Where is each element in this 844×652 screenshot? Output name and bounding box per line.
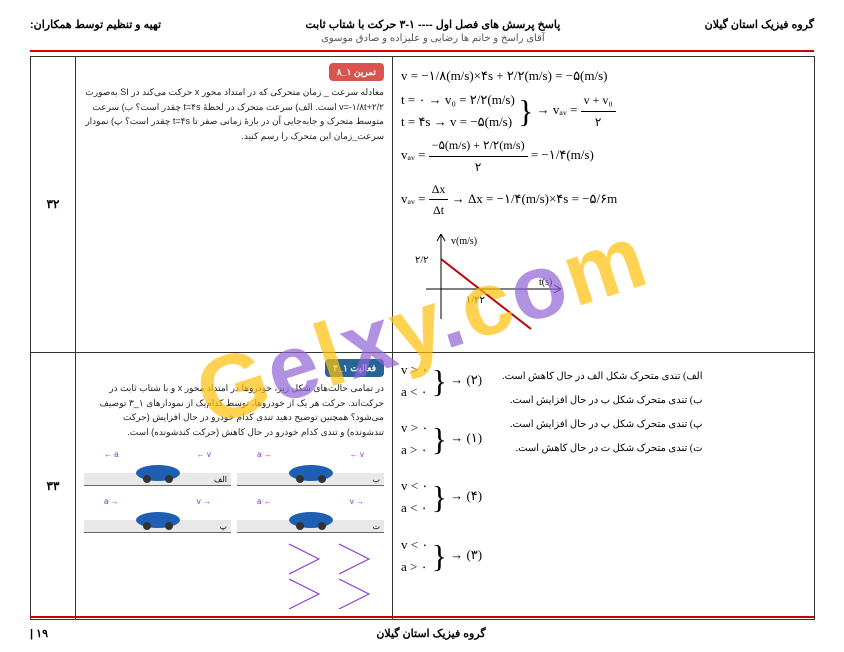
arrow-icon: v ← [350, 449, 364, 462]
header-rule [30, 50, 814, 52]
fraction: Δx Δt [429, 179, 449, 221]
brace-icon: } [432, 489, 447, 505]
velocity-time-graph: v(m/s) t(s) ۲/۲ ۱/۲۲ [411, 229, 581, 339]
equation-line: vₐᵥ = Δx Δt → Δx = −۱/۴(m/s)×۴s = −۵/۶m [401, 179, 806, 221]
car-scene: ← a → v ت [237, 492, 384, 533]
car-icon [133, 461, 183, 483]
question-number: ۳۳ [31, 352, 76, 619]
question-number: ۳۲ [31, 57, 76, 353]
scene-label: ت [372, 521, 380, 534]
page-footer: گروه فیزیک استان گیلان ۱۹ | [30, 627, 814, 640]
arrow-icon: → v [350, 496, 364, 509]
explanation-line: پ) تندی متحرک شکل پ در حال افزایش است. [502, 413, 702, 437]
question-cell: فعالیت ۱_۴ در تمامی حالت‌های شکل زیر، خو… [76, 352, 393, 619]
car-icon [286, 508, 336, 530]
car-scene: → a → v پ [84, 492, 231, 533]
page-header: گروه فیزیک استان گیلان پاسخ پرسش های فصل… [30, 18, 814, 44]
equation-part: → vₐᵥ = [537, 102, 578, 117]
condition-group: v > ۰a > ۰ } → (۱) [401, 417, 482, 461]
brace-icon: } [432, 548, 447, 564]
condition-group: v < ۰a < ۰ } → (۴) [401, 475, 482, 519]
question-text: معادله سرعت _ زمان متحرکی که در امتداد م… [84, 85, 384, 143]
explanation-line: الف) تندی متحرک شکل الف در حال کاهش است. [502, 365, 702, 389]
table-row: ۳۲ تمرین ۱_۸ معادله سرعت _ زمان متحرکی ک… [31, 57, 815, 353]
arrow-icon: ← a [257, 496, 272, 509]
equation-line: vₐᵥ = −۵(m/s) + ۲/۲(m/s) ۲ = −۱/۴(m/s) [401, 135, 806, 177]
number-diagrams [284, 539, 384, 609]
condition-group: v < ۰a > ۰ } → (۳) [401, 534, 482, 578]
car-icon [133, 508, 183, 530]
equation-line: t = ۰ → v₀ = ۲/۲(m/s) t = ۴s → v = −۵(m/… [401, 89, 806, 133]
answer-cell: v > ۰a < ۰ } → (۲) v > ۰a > ۰ } → (۱) v … [393, 352, 815, 619]
graph-xtick: ۱/۲۲ [466, 295, 485, 306]
table-row: ۳۳ فعالیت ۱_۴ در تمامی حالت‌های شکل زیر،… [31, 352, 815, 619]
explanation-line: ت) تندی متحرک شکل ت در حال کاهش است. [502, 437, 702, 461]
arrow-icon: → a [104, 496, 119, 509]
footer-center: گروه فیزیک استان گیلان [376, 627, 485, 640]
header-title: پاسخ پرسش های فصل اول ---- ۱-۳ حرکت با ش… [161, 18, 705, 31]
brace-icon: } [518, 103, 533, 119]
fraction: −۵(m/s) + ۲/۲(m/s) ۲ [429, 135, 528, 177]
brace-icon: } [432, 431, 447, 447]
arrow-icon: a ← [104, 449, 119, 462]
explanation-column: الف) تندی متحرک شکل الف در حال کاهش است.… [502, 359, 702, 592]
fraction: v + v₀ ۲ [581, 90, 616, 132]
explanation-line: ب) تندی متحرک شکل ب در حال افزایش است. [502, 389, 702, 413]
answer-cell: v = −۱/۸(m/s)×۴s + ۲/۲(m/s) = −۵(m/s) t … [393, 57, 815, 353]
header-left: تهیه و تنظیم توسط همکاران: [30, 18, 161, 31]
scene-label: الف [214, 474, 227, 487]
footer-rule [30, 616, 814, 618]
scene-label: ب [372, 474, 380, 487]
graph-ytick: ۲/۲ [415, 255, 429, 266]
brace-icon: } [432, 373, 447, 389]
car-icon [286, 461, 336, 483]
scene-label: پ [219, 521, 227, 534]
graph-ylabel: v(m/s) [451, 236, 477, 247]
graph-line [441, 259, 531, 329]
question-text: در تمامی حالت‌های شکل زیر، خودروها در ام… [84, 381, 384, 439]
car-diagram-grid: → a v ← ب a ← v ← الف ← a → v [84, 445, 384, 533]
arrow-icon: → a [257, 449, 272, 462]
content-table: ۳۲ تمرین ۱_۸ معادله سرعت _ زمان متحرکی ک… [30, 56, 815, 620]
conditions-column: v > ۰a < ۰ } → (۲) v > ۰a > ۰ } → (۱) v … [401, 359, 482, 592]
equation-part: t = ۰ → v₀ = ۲/۲(m/s) [401, 92, 515, 107]
arrow-icon: v ← [197, 449, 211, 462]
header-sub: آقای راسخ و خانم ها رضایی و علیزاده و صا… [161, 33, 705, 44]
car-scene: a ← v ← الف [84, 445, 231, 486]
arrow-icon: → v [197, 496, 211, 509]
question-cell: تمرین ۱_۸ معادله سرعت _ زمان متحرکی که د… [76, 57, 393, 353]
header-right: گروه فیزیک استان گیلان [705, 18, 814, 31]
exercise-badge: تمرین ۱_۸ [329, 63, 384, 81]
activity-badge: فعالیت ۱_۴ [325, 359, 384, 377]
graph-xlabel: t(s) [539, 277, 552, 288]
footer-page-number: ۱۹ | [30, 627, 48, 640]
condition-group: v > ۰a < ۰ } → (۲) [401, 359, 482, 403]
equation-line: v = −۱/۸(m/s)×۴s + ۲/۲(m/s) = −۵(m/s) [401, 65, 806, 87]
equation-part: t = ۴s → v = −۵(m/s) [401, 114, 512, 129]
car-scene: → a v ← ب [237, 445, 384, 486]
